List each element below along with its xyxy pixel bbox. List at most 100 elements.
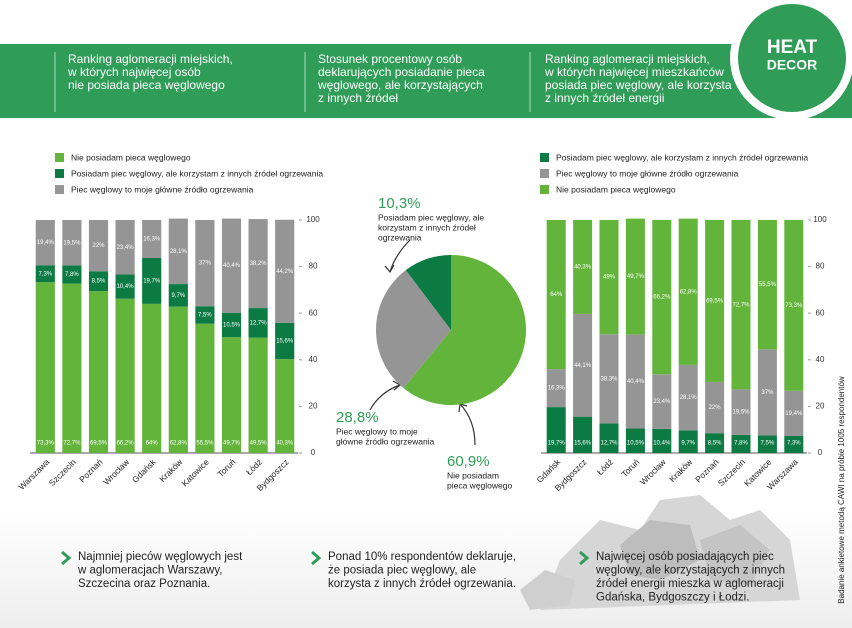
slice-value-label: 28,8% (336, 409, 379, 426)
note-text: węglowy, ale korzystających z innych (595, 565, 785, 577)
value-label: 55,5% (196, 441, 214, 447)
bar-segment (168, 218, 188, 285)
y-tick-label: 0 (311, 448, 316, 457)
bar-segment (195, 306, 215, 324)
legend-label: Posiadam piec węglowy, ale korzystam z i… (71, 168, 323, 178)
value-label: 72,7% (732, 302, 750, 308)
value-label: 40,3% (276, 441, 294, 447)
bar-segment (625, 428, 645, 453)
y-tick-label: 100 (813, 215, 827, 224)
header-title: deklarujących posiadanie pieca (318, 65, 485, 79)
bar-segment (625, 218, 645, 335)
value-label: 64% (550, 292, 563, 298)
bar-segment (652, 374, 672, 429)
y-tick-label: 100 (306, 215, 320, 224)
value-label: 37% (199, 261, 212, 267)
value-label: 10,4% (653, 441, 671, 447)
bar-segment (625, 334, 645, 429)
slice-label: Piec węglowy to moje (336, 426, 418, 436)
value-label: 16,3% (548, 386, 566, 392)
value-label: 7,8% (65, 272, 79, 278)
header-title: nie posiada pieca węglowego (68, 78, 225, 92)
value-label: 38,2% (250, 261, 268, 267)
y-tick-label: 60 (816, 308, 825, 317)
bar-segment (221, 218, 242, 313)
value-label: 15,6% (574, 441, 592, 447)
bar-segment (731, 220, 751, 390)
header-title: w których najwięcej osób (67, 65, 201, 79)
value-label: 28,1% (170, 249, 188, 255)
pie-slice (405, 255, 451, 330)
value-label: 19,5% (732, 410, 750, 416)
value-label: 15,6% (276, 339, 294, 345)
slice-label: korzystam z innych źródeł (378, 222, 476, 232)
bar-segment (275, 359, 295, 453)
legend-swatch (55, 185, 64, 194)
value-label: 7,5% (761, 441, 775, 447)
bar-segment (705, 381, 725, 434)
bar-segment (195, 220, 215, 307)
note-text: że posiada piec węglowy, ale (328, 565, 476, 577)
bar-segment (62, 283, 82, 453)
bar-segment (573, 313, 593, 417)
slice-label: pieca węglowego (447, 480, 512, 490)
note-text: Najwięcej osób posiadających piec (596, 551, 774, 563)
value-label: 49% (603, 275, 616, 281)
value-label: 19,4% (785, 411, 803, 417)
bar-segment (115, 274, 135, 299)
bar-segment (248, 337, 268, 453)
value-label: 69,5% (90, 441, 108, 447)
value-label: 66,2% (117, 441, 135, 447)
note-text: Najmniej pieców węglowych jest (78, 551, 243, 563)
value-label: 19,7% (143, 279, 161, 285)
bar-segment (652, 428, 672, 453)
value-label: 9,7% (171, 293, 185, 299)
value-label: 69,5% (706, 299, 724, 305)
bar-segment (784, 390, 804, 436)
value-label: 62,8% (680, 289, 698, 295)
bar-segment (248, 308, 268, 338)
y-tick-label: 60 (309, 308, 318, 317)
bar-segment (88, 291, 109, 453)
note-text: Ponad 10% respondentów deklaruje, (328, 551, 516, 563)
legend-swatch (540, 169, 549, 178)
value-label: 8,5% (92, 279, 106, 285)
slice-label: Nie posiadam (447, 470, 499, 480)
bar-segment (731, 389, 751, 435)
slice-label: Posiadam piec węglowy, ale (378, 212, 484, 222)
header-title: węglowego, ale korzystających (317, 78, 483, 92)
legend-label: Piec węglowy to moje główne źródło ogrze… (71, 184, 254, 194)
legend-swatch (55, 153, 64, 162)
value-label: 19,7% (548, 441, 566, 447)
legend-label: Nie posiadam pieca węglowego (556, 184, 676, 194)
source-note: Badanie ankietowe metodą CAWI na próbie … (837, 376, 846, 604)
value-label: 49,7% (223, 441, 241, 447)
value-label: 49,7% (627, 274, 645, 280)
header-title: Ranking aglomeracji miejskich, (545, 52, 710, 66)
y-tick-label: 80 (816, 262, 825, 271)
value-label: 73,3% (37, 441, 55, 447)
bar-segment (599, 220, 619, 335)
bar-segment (275, 219, 295, 323)
bar-segment (35, 220, 55, 266)
legend-swatch (540, 185, 549, 194)
bar-segment (35, 282, 55, 453)
logo-disc (738, 4, 846, 112)
bar-segment (731, 434, 751, 453)
bar-segment (678, 364, 698, 431)
bar-segment (546, 407, 566, 453)
note-text: Gdańska, Bydgoszczy i Łodzi. (596, 592, 749, 604)
bar-segment (142, 257, 162, 304)
bar-segment (115, 220, 135, 275)
value-label: 10,5% (627, 441, 645, 447)
bar-segment (573, 220, 593, 314)
y-tick-label: 0 (818, 448, 823, 457)
bar-segment (573, 416, 593, 453)
slice-label: ogrzewania (378, 232, 422, 242)
note-text: źródeł energii mieszka w aglomeracji (596, 578, 784, 590)
note-text: korzysta z innych źródeł ogrzewania. (328, 578, 516, 590)
pie-slice (403, 255, 526, 405)
value-label: 64% (146, 441, 159, 447)
